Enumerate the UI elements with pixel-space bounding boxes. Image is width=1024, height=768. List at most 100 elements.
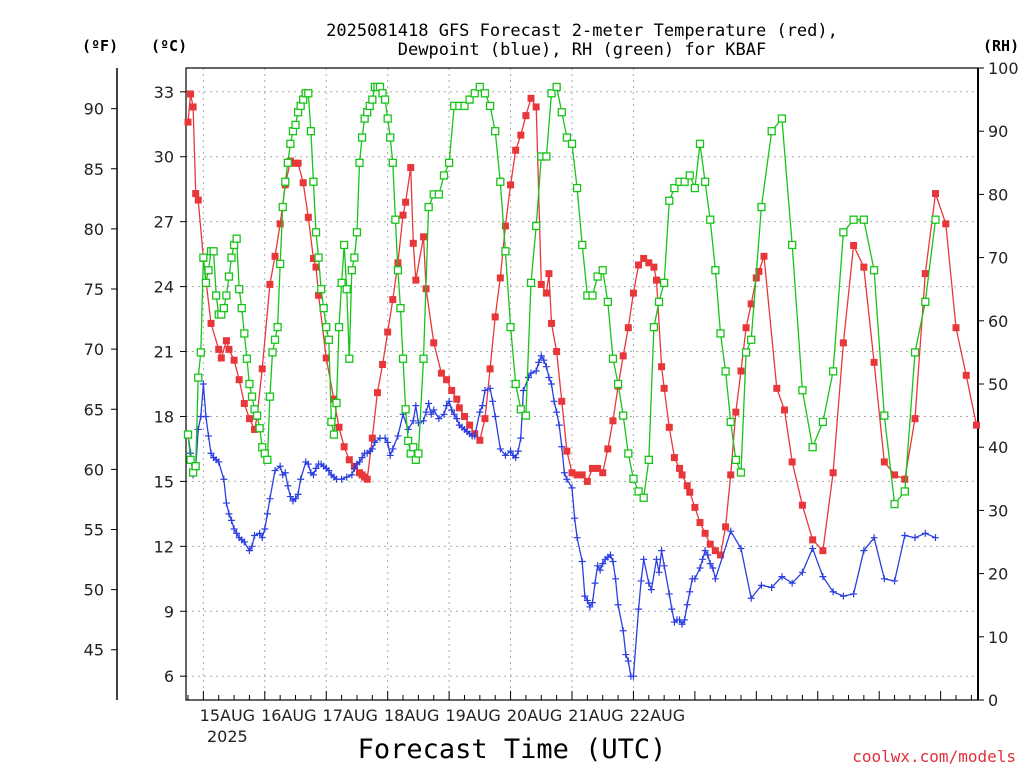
fahrenheit-tick-label: 60 bbox=[84, 460, 104, 479]
temperature-point bbox=[412, 276, 420, 284]
rh-point bbox=[342, 285, 351, 294]
rh-point bbox=[639, 493, 648, 502]
temperature-point bbox=[691, 503, 699, 511]
rh-point bbox=[316, 285, 326, 294]
temperature-point bbox=[340, 443, 348, 451]
fahrenheit-tick-label: 50 bbox=[84, 581, 104, 600]
rh-point bbox=[485, 101, 495, 111]
rh-series bbox=[183, 82, 940, 509]
fahrenheit-tick-label: 90 bbox=[84, 100, 104, 119]
temperature-point bbox=[299, 179, 307, 187]
temperature-point bbox=[542, 289, 550, 297]
temperature-point bbox=[962, 371, 970, 379]
rh-point bbox=[767, 127, 776, 136]
temperature-point bbox=[629, 289, 637, 297]
dewpoint-point bbox=[440, 410, 448, 418]
dewpoint-point bbox=[619, 627, 627, 635]
dewpoint-point bbox=[655, 568, 663, 576]
fahrenheit-unit-label: (ºF) bbox=[82, 37, 118, 55]
rh-point bbox=[204, 266, 213, 275]
dewpoint-point bbox=[371, 438, 379, 446]
temperature-point bbox=[658, 363, 666, 371]
dewpoint-point bbox=[550, 397, 558, 405]
dewpoint-point bbox=[548, 380, 556, 388]
temperature-point bbox=[437, 369, 445, 377]
temperature-point bbox=[443, 376, 451, 384]
rh-point bbox=[613, 379, 623, 389]
dewpoint-point bbox=[215, 458, 223, 466]
rh-point bbox=[869, 266, 879, 275]
celsius-unit-label: (ºC) bbox=[151, 37, 187, 55]
temperature-point bbox=[901, 475, 909, 483]
rh-point bbox=[475, 82, 484, 92]
rh-point bbox=[276, 259, 285, 269]
dewpoint-point bbox=[691, 575, 699, 583]
dewpoint-point bbox=[727, 527, 735, 535]
rh-point bbox=[501, 247, 510, 256]
celsius-axis-ticks: 6 9 12 15 18 21 24 27 30 33 bbox=[154, 83, 186, 686]
rh-point bbox=[314, 253, 323, 262]
dewpoint-point bbox=[325, 467, 333, 475]
dewpoint-point bbox=[860, 547, 868, 555]
dewpoint-point bbox=[901, 532, 909, 540]
temperature-point bbox=[670, 454, 678, 462]
dewpoint-point bbox=[532, 367, 540, 375]
fahrenheit-axis-ticks: 45 50 55 60 65 70 75 80 85 90 bbox=[84, 100, 117, 660]
temperature-point bbox=[594, 464, 602, 472]
celsius-tick-label: 24 bbox=[154, 278, 174, 297]
rh-tick-label: 100 bbox=[988, 59, 1019, 78]
dewpoint-point bbox=[921, 529, 929, 537]
rh-point bbox=[252, 411, 262, 420]
dewpoint-point bbox=[850, 590, 858, 598]
dewpoint-point bbox=[553, 408, 561, 416]
dewpoint-point bbox=[614, 601, 622, 609]
dewpoint-point bbox=[476, 408, 484, 416]
rh-point bbox=[598, 266, 607, 275]
rh-point bbox=[516, 405, 525, 414]
rh-point bbox=[409, 443, 418, 452]
temperature-point bbox=[402, 198, 410, 206]
rh-point bbox=[828, 367, 838, 376]
dewpoint-point bbox=[481, 386, 489, 394]
temperature-line bbox=[187, 93, 978, 557]
dewpoint-point bbox=[430, 406, 438, 414]
rh-point bbox=[352, 228, 362, 237]
dewpoint-point bbox=[635, 605, 643, 613]
rh-point bbox=[388, 158, 397, 167]
temperature-point bbox=[819, 547, 827, 555]
temperature-point bbox=[373, 389, 381, 397]
dewpoint-point bbox=[599, 560, 607, 568]
temperature-point bbox=[722, 523, 730, 531]
rh-point bbox=[721, 367, 730, 376]
temperature-point bbox=[578, 471, 586, 479]
temperature-point bbox=[430, 339, 438, 347]
fahrenheit-tick-label: 80 bbox=[84, 220, 104, 239]
rh-point bbox=[235, 285, 244, 294]
dewpoint-point bbox=[588, 599, 596, 607]
rh-point bbox=[736, 468, 746, 477]
rh-point bbox=[521, 411, 531, 420]
dewpoint-point bbox=[512, 454, 520, 462]
temperature-point bbox=[407, 164, 415, 172]
rh-point bbox=[209, 247, 218, 256]
plot-frame bbox=[185, 67, 979, 701]
rh-point bbox=[263, 455, 272, 464]
rh-point bbox=[327, 417, 336, 427]
rh-point bbox=[757, 202, 766, 212]
dewpoint-point bbox=[256, 529, 264, 537]
dewpoint-point bbox=[583, 596, 591, 604]
temperature-point bbox=[379, 361, 387, 369]
temperature-point bbox=[245, 415, 253, 423]
dewpoint-point bbox=[294, 490, 302, 498]
temperature-point bbox=[839, 339, 847, 347]
rh-point bbox=[588, 291, 597, 300]
chart-title-line1: 2025081418 GFS Forecast 2-meter Temperat… bbox=[326, 21, 838, 41]
rh-point bbox=[511, 379, 520, 389]
temperature-point bbox=[545, 270, 553, 278]
rh-tick-label: 40 bbox=[988, 438, 1008, 457]
dewpoint-point bbox=[261, 525, 269, 533]
dewpoint-point bbox=[348, 471, 356, 479]
dewpoint-point bbox=[747, 594, 755, 602]
temperature-point bbox=[809, 536, 817, 544]
